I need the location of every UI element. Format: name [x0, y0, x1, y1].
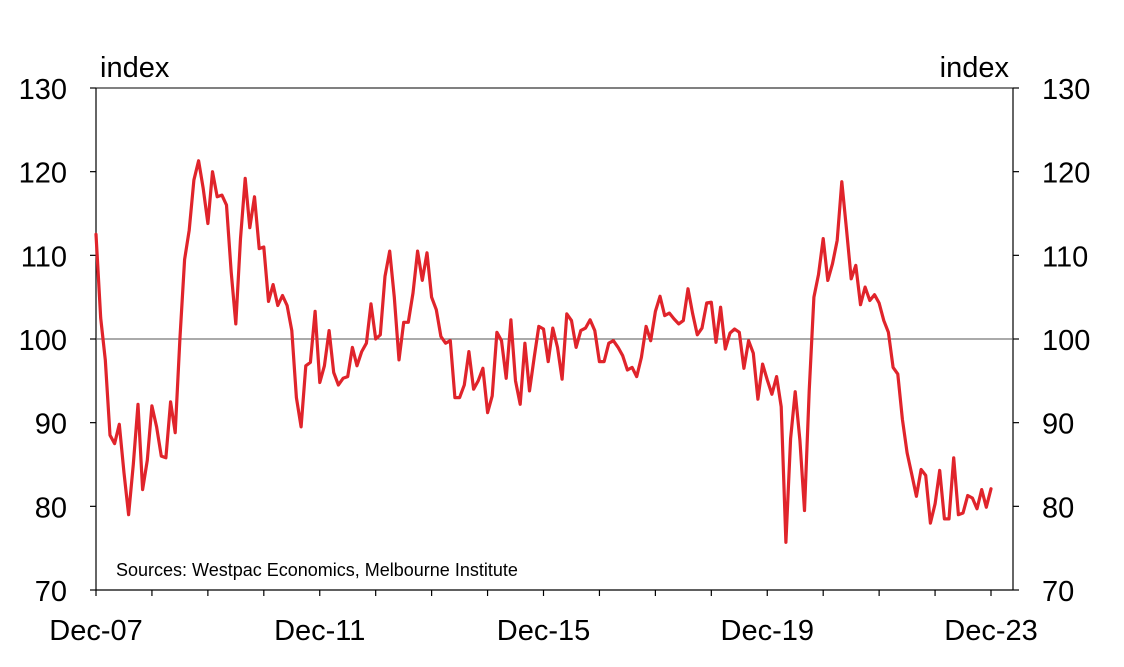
y-tick-labels-right: 70 80 90 100 110 120 130	[1042, 74, 1090, 608]
y-tick-label-right: 80	[1042, 492, 1074, 524]
y-tick-label-right: 110	[1042, 241, 1088, 273]
y-tick-label-left: 130	[19, 74, 67, 106]
y-tick-label-right: 120	[1042, 158, 1090, 190]
y-tick-label-left: 120	[19, 158, 67, 190]
x-tick-labels: Dec-07 Dec-11 Dec-15 Dec-19 Dec-23	[49, 615, 1038, 647]
y-tick-label-left: 70	[35, 576, 67, 608]
x-tick-label: Dec-07	[49, 615, 143, 647]
x-tick-label: Dec-15	[497, 615, 591, 647]
y-tick-label-right: 70	[1042, 576, 1074, 608]
x-tick-label: Dec-19	[721, 615, 815, 647]
source-note: Sources: Westpac Economics, Melbourne In…	[116, 560, 518, 580]
y-tick-label-right: 130	[1042, 74, 1090, 106]
series-line	[94, 159, 993, 544]
y-tick-label-left: 90	[35, 409, 67, 441]
y-tick-labels-left: 70 80 90 100 110 120 130	[19, 74, 67, 608]
y-tick-label-left: 100	[19, 325, 67, 357]
y-tick-label-left: 80	[35, 492, 67, 524]
y-axis-unit-right: index	[940, 52, 1010, 84]
x-tick-marks	[95, 590, 992, 596]
y-axis-unit-left: index	[100, 52, 170, 84]
y-tick-label-right: 90	[1042, 409, 1074, 441]
y-tick-marks	[90, 87, 1019, 591]
y-tick-label-right: 100	[1042, 325, 1090, 357]
series-points	[95, 160, 991, 543]
y-tick-label-left: 110	[21, 241, 67, 273]
x-tick-label: Dec-11	[274, 615, 365, 647]
x-tick-label: Dec-23	[944, 615, 1038, 647]
